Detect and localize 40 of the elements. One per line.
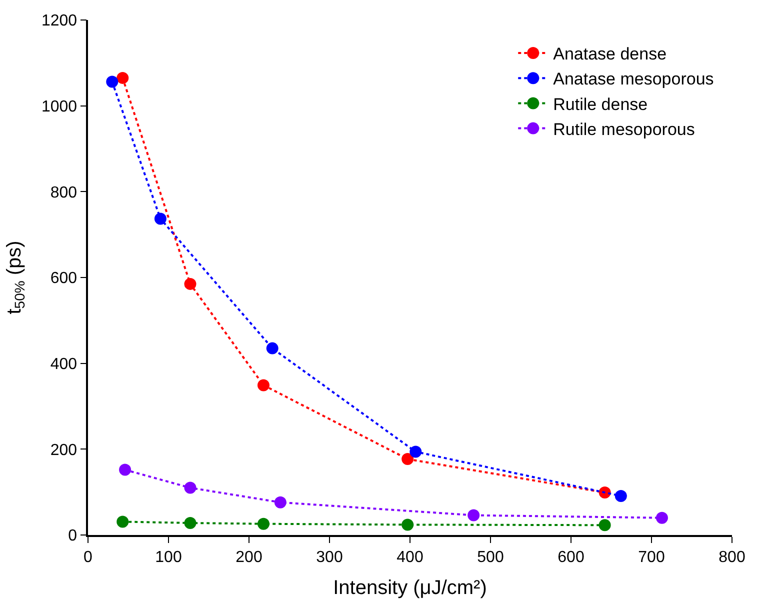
legend-label: Rutile mesoporous xyxy=(553,120,695,139)
point xyxy=(402,453,414,466)
point xyxy=(116,516,129,528)
legend-label: Rutile dense xyxy=(553,94,648,114)
y-tick-label: 1200 xyxy=(41,12,78,30)
x-tick-label: 400 xyxy=(396,548,424,566)
y-tick-label: 400 xyxy=(50,356,78,373)
y-tick-label: 600 xyxy=(50,270,78,288)
x-tick-label: 300 xyxy=(316,548,343,566)
x-tick-label: 500 xyxy=(477,548,504,566)
point xyxy=(119,464,132,476)
point xyxy=(154,212,166,225)
point xyxy=(614,490,627,502)
x-tick-label: 600 xyxy=(558,548,584,566)
point xyxy=(116,72,129,84)
point xyxy=(257,379,270,392)
point xyxy=(184,278,196,290)
legend-label: Anatase dense xyxy=(553,44,667,64)
x-axis-title: Intensity (μJ/cm²) xyxy=(333,576,487,599)
point xyxy=(656,512,668,524)
point xyxy=(598,519,611,532)
point xyxy=(106,76,118,88)
point xyxy=(266,342,278,354)
y-tick-label: 800 xyxy=(50,184,78,202)
point xyxy=(274,496,286,508)
legend-label: Anatase mesoporous xyxy=(553,70,714,89)
x-tick-label: 800 xyxy=(718,548,746,566)
x-tick-label: 0 xyxy=(84,548,93,566)
point xyxy=(402,518,414,531)
x-tick-label: 100 xyxy=(155,548,182,566)
point xyxy=(184,482,196,494)
y-tick-label: 200 xyxy=(50,442,78,459)
x-tick-label: 700 xyxy=(638,548,665,566)
y-tick-label: 1000 xyxy=(41,98,78,116)
point xyxy=(468,509,480,522)
x-tick-label: 200 xyxy=(236,548,262,566)
point xyxy=(410,446,422,458)
y-tick-label: 0 xyxy=(68,528,78,545)
point xyxy=(184,516,196,529)
point xyxy=(257,518,270,530)
